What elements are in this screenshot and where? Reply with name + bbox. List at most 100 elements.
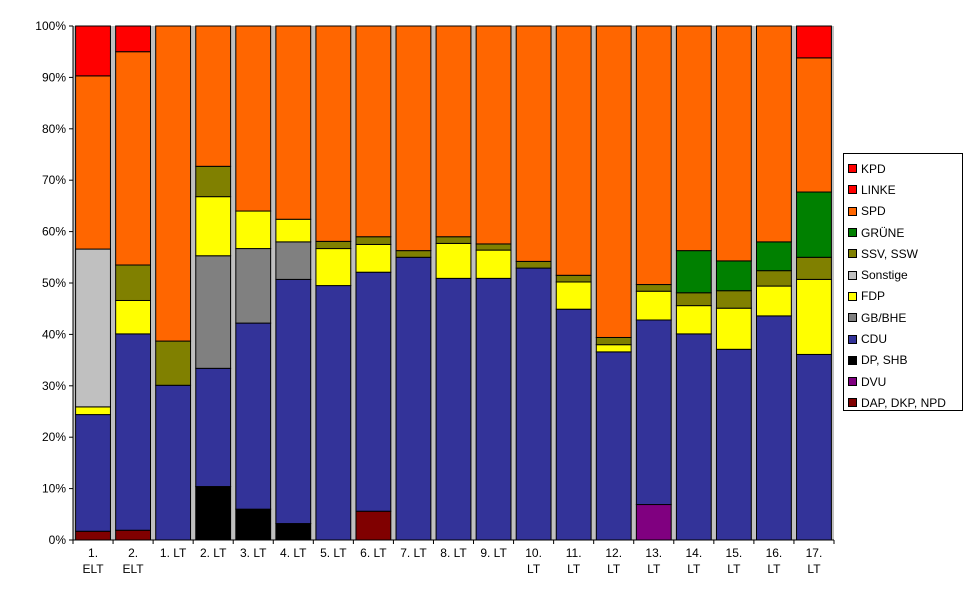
legend-label: CDU (861, 332, 887, 347)
bar-segment (756, 285, 792, 317)
x-tick-label-line: 4. LT (280, 546, 307, 560)
x-tick-label: 10. LT (525, 546, 542, 576)
bar-segment (475, 277, 512, 541)
bar-segment (515, 267, 552, 541)
bar-segment (715, 260, 752, 292)
y-tick-label: 30% (42, 379, 66, 393)
x-tick-label: 14. LT (685, 546, 702, 576)
x-tick-label-line: LT (727, 562, 741, 576)
bar-segment (675, 250, 712, 294)
bar-segment (435, 277, 472, 541)
bar-segment (275, 241, 312, 280)
bar-segment (195, 25, 232, 167)
bar-segment (195, 367, 232, 488)
legend-swatch (848, 249, 857, 259)
x-tick-label: 9. LT (480, 546, 507, 560)
legend-swatch (848, 334, 857, 344)
bar-segment (796, 57, 832, 193)
bar-segment (635, 319, 672, 506)
bar-segment (796, 25, 832, 59)
legend-swatch (848, 270, 857, 280)
legend-label: DAP, DKP, NPD (861, 395, 946, 410)
legend-item-sonstige: Sonstige (848, 264, 962, 285)
bar-segment (395, 256, 432, 541)
bar-segment (315, 285, 352, 541)
bar-segment (555, 25, 592, 276)
bar-segment (715, 307, 752, 350)
bar-segment (635, 290, 672, 321)
bar-segment (115, 333, 152, 531)
bar-segment (355, 243, 392, 273)
legend-label: LINKE (861, 182, 896, 197)
bar-segment (796, 353, 832, 541)
bar-segment (195, 255, 232, 369)
x-tick-label: 2. ELT (123, 546, 145, 576)
legend-swatch (848, 291, 857, 301)
bar-segment (75, 414, 111, 532)
bar-segment (756, 315, 792, 541)
bar-segment (75, 248, 111, 408)
bar-segment (75, 25, 111, 77)
legend-label: Sonstige (861, 268, 908, 283)
bar-segment (355, 25, 392, 238)
legend-swatch (848, 313, 857, 323)
y-tick-label: 10% (42, 482, 66, 496)
bar-segment (75, 530, 111, 541)
x-tick-label-line: LT (647, 562, 661, 576)
bar-segment (756, 241, 792, 272)
bar-segment (275, 523, 312, 541)
x-tick-label: 4. LT (280, 546, 307, 560)
bar-segment (595, 25, 632, 338)
x-tick-label-line: 1. (88, 546, 98, 560)
x-tick-label-line: LT (567, 562, 581, 576)
legend: KPD LINKE SPD GRÜNE SSV, SSW Sonstige FD… (843, 153, 963, 411)
x-tick-label-line: 1. LT (160, 546, 187, 560)
bar-segment (235, 25, 272, 212)
legend-label: GRÜNE (861, 225, 905, 240)
bar-segment (555, 274, 592, 283)
y-tick-label: 80% (42, 122, 66, 136)
bar-segment (75, 406, 111, 416)
legend-label: DP, SHB (861, 353, 908, 368)
bar-segment (155, 384, 192, 541)
x-tick-label-line: 14. (685, 546, 702, 560)
x-tick-label: 2. LT (200, 546, 227, 560)
bar-segment (435, 236, 472, 244)
x-tick-label-line: LT (607, 562, 621, 576)
x-tick-label-line: 3. LT (240, 546, 267, 560)
bar-segment (796, 278, 832, 355)
legend-item-cdu: CDU (848, 328, 962, 349)
legend-label: FDP (861, 289, 885, 304)
bar-segment (796, 256, 832, 280)
y-tick-label: 0% (49, 533, 67, 547)
y-tick-label: 50% (42, 276, 66, 290)
x-tick-label-line: 17. (806, 546, 823, 560)
bar-segment (635, 504, 672, 541)
legend-swatch (848, 228, 857, 238)
bar-segment (595, 351, 632, 541)
bar-segment (635, 25, 672, 286)
x-tick-label-line: LT (807, 562, 821, 576)
bar-segment (235, 248, 272, 324)
bar-segment (355, 236, 392, 245)
bar-segment (635, 284, 672, 292)
bar-segment (315, 25, 352, 242)
bar-segment (675, 305, 712, 335)
bar-segment (195, 196, 232, 257)
x-tick-label: 11. LT (566, 546, 582, 576)
bar-segment (115, 51, 152, 266)
y-tick-label: 60% (42, 225, 66, 239)
bar-segment (475, 249, 512, 279)
x-tick-label: 6. LT (360, 546, 387, 560)
bar-segment (235, 508, 272, 541)
bar-segment (796, 191, 832, 258)
bar-segment (715, 290, 752, 309)
legend-item-dap-dkp-npd: DAP, DKP, NPD (848, 392, 962, 413)
bar-segment (675, 333, 712, 541)
x-tick-label-line: 9. LT (480, 546, 507, 560)
x-tick-label: 17. LT (806, 546, 823, 576)
y-tick-label: 90% (42, 70, 66, 84)
bar-segment (715, 348, 752, 541)
bar-segment (515, 260, 552, 269)
legend-item-fdp: FDP (848, 286, 962, 307)
